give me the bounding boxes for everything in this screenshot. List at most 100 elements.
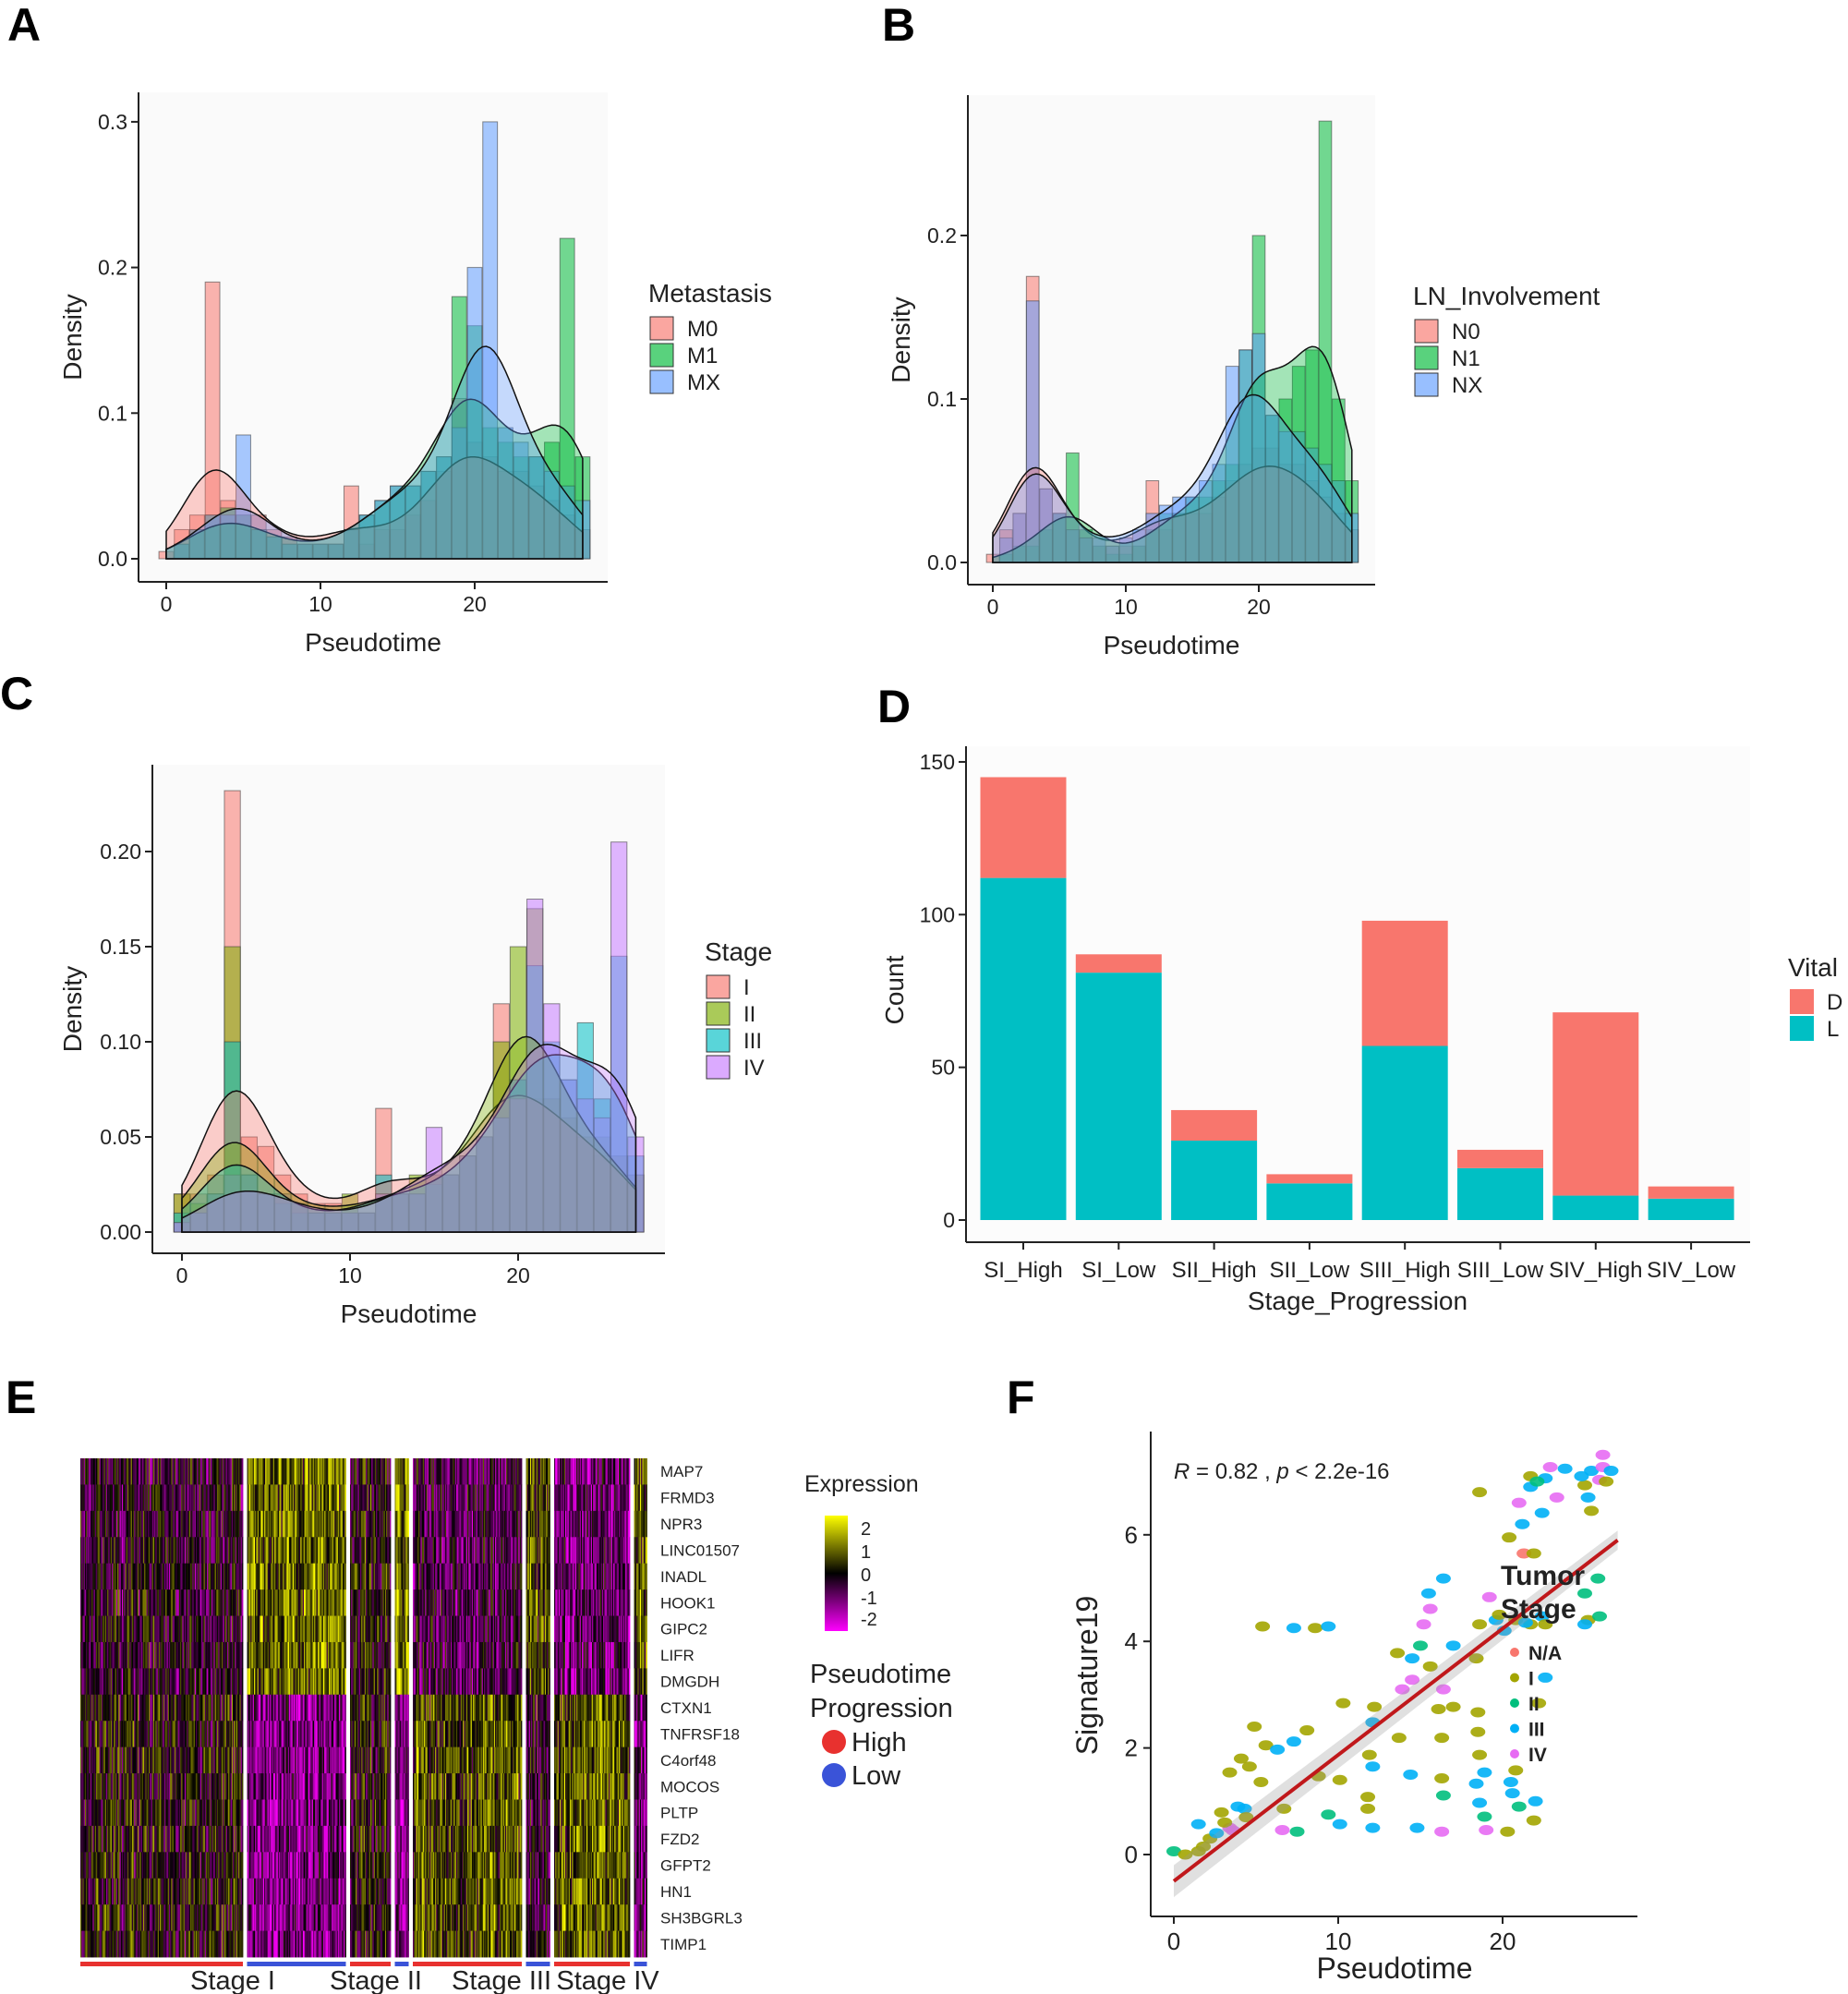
y-axis-label: Density — [58, 966, 87, 1052]
heatmap-cell — [344, 1852, 346, 1879]
panel-c-stage-density: 0 10 200.000.050.100.150.20PseudotimeDensi… — [58, 765, 772, 1328]
heatmap-cell — [241, 1773, 244, 1800]
bar-SII_Low-D — [1266, 1174, 1353, 1184]
heatmap-cell — [241, 1563, 244, 1590]
x-axis-label: Stage_Progression — [1248, 1287, 1468, 1315]
bar-SIV_Low-D — [1648, 1186, 1734, 1199]
y-tick-label: 150 — [920, 750, 955, 774]
y-tick-label: 100 — [920, 902, 955, 926]
bar-SIII_Low-L — [1457, 1167, 1543, 1220]
legend-label: MX — [687, 370, 720, 395]
y-tick-label: 0.10 — [100, 1030, 141, 1054]
x-tick-label: 20 — [506, 1263, 530, 1287]
heatmap-cell — [344, 1458, 346, 1485]
y-axis-label: Density — [58, 294, 87, 380]
legend-title: Stage — [705, 937, 772, 966]
heatmap-cell — [241, 1825, 244, 1853]
heatmap-cell — [241, 1694, 244, 1722]
bar-SII_High-D — [1171, 1109, 1258, 1142]
heatmap-cell — [241, 1510, 244, 1538]
panel-a-metastasis-density: 0 10 200.00.10.20.3PseudotimeDensityMetast… — [58, 92, 772, 657]
bar-SII_Low-L — [1266, 1183, 1353, 1220]
x-tick-label: SIV_Low — [1647, 1258, 1736, 1283]
panel-letter: D — [877, 681, 911, 732]
heatmap-cell — [344, 1668, 346, 1696]
x-axis-label: Pseudotime — [341, 1299, 477, 1328]
y-tick-label: 0.1 — [98, 401, 127, 425]
x-axis-label: Pseudotime — [1104, 631, 1240, 659]
heatmap-cell — [344, 1746, 346, 1774]
bar-SI_High-D — [980, 777, 1067, 878]
bar-SIII_High-L — [1361, 1045, 1448, 1220]
legend-swatch-D — [1790, 989, 1814, 1014]
x-tick-label: 20 — [1247, 595, 1271, 619]
heatmap-cell — [344, 1694, 346, 1722]
density-curve-MX — [165, 345, 584, 560]
bar-SIV_Low-L — [1648, 1198, 1734, 1220]
heatmap-cell — [241, 1537, 244, 1565]
y-tick-label: 0.1 — [927, 387, 957, 411]
legend-label: I — [743, 975, 750, 1000]
legend-swatch-NX — [1414, 372, 1439, 397]
y-tick-label: 0.0 — [927, 550, 957, 574]
x-tick-label: SIV_High — [1549, 1258, 1642, 1283]
bar-SIII_High-D — [1361, 920, 1448, 1046]
heatmap-cell — [344, 1641, 346, 1669]
heatmap-cell — [344, 1825, 346, 1853]
legend-swatch-N1 — [1414, 345, 1439, 370]
panel-letters: A BC DE F — [0, 0, 1035, 1423]
legend-label: N0 — [1452, 320, 1480, 344]
heatmap-cell — [344, 1904, 346, 1931]
density-curve-NX — [992, 393, 1353, 563]
y-tick-label: 0.2 — [927, 224, 957, 248]
y-tick-label: 0.20 — [100, 840, 141, 864]
bar-SIV_High-L — [1552, 1195, 1639, 1220]
legend-label: M1 — [687, 344, 718, 369]
heatmap-cell — [241, 1615, 244, 1643]
legend-label: M0 — [687, 317, 718, 342]
legend-swatch-L — [1790, 1016, 1814, 1041]
y-axis-label: Count — [880, 955, 909, 1024]
heatmap-cell — [241, 1641, 244, 1669]
y-axis-label: Density — [887, 296, 915, 382]
y-tick-label: 0.15 — [100, 935, 141, 959]
panel-letter: A — [7, 0, 41, 51]
legend-label: III — [743, 1029, 762, 1054]
heatmap-cell — [241, 1668, 244, 1696]
bar-SIII_Low-D — [1457, 1149, 1543, 1168]
x-tick-label: 20 — [463, 592, 487, 616]
x-tick-label: SIII_Low — [1457, 1258, 1544, 1283]
legend-swatch-MX — [649, 369, 674, 394]
legend-swatch-I — [706, 974, 731, 999]
legend-swatch-IV — [706, 1055, 731, 1080]
x-tick-label: 0 — [161, 592, 173, 616]
legend-title: Metastasis — [648, 279, 772, 308]
panel-letter: E — [6, 1372, 36, 1423]
bar-SI_Low-L — [1075, 973, 1162, 1220]
legend-swatch-III — [706, 1028, 731, 1053]
heatmap-cell — [241, 1458, 244, 1485]
heatmap-cell — [344, 1510, 346, 1538]
panel-e-heatmap: MAP7FRMD3NPR3LINC01507INADLHOOK1GIPC2LIF… — [80, 1458, 953, 1994]
legend-title: LN_Involvement — [1413, 282, 1600, 310]
x-tick-label: 10 — [338, 1263, 362, 1287]
density-curve-N0 — [992, 465, 1353, 563]
legend-swatch-II — [706, 1001, 731, 1026]
legend-title: Vital — [1788, 953, 1838, 982]
panel-d-stage-progression-bar: SI_High SI_Low SII_High SII_Low SIII_High SII… — [880, 746, 1842, 1315]
x-tick-label: SI_High — [984, 1258, 1062, 1283]
x-axis-label: Pseudotime — [305, 628, 441, 657]
legend-label: L — [1827, 1017, 1839, 1042]
y-tick-label: 0.05 — [100, 1125, 141, 1149]
legend-label: IV — [743, 1056, 765, 1081]
heatmap-cell — [241, 1746, 244, 1774]
y-tick-label: 0.0 — [98, 547, 127, 571]
panel-b-ln-involvement-density: 0 10 200.00.10.2PseudotimeDensityLN_Involv… — [887, 95, 1600, 659]
panel-letter: C — [0, 668, 33, 719]
heatmap-cell — [344, 1589, 346, 1616]
heatmap-cell — [241, 1721, 244, 1748]
heatmap-cell — [344, 1484, 346, 1512]
legend-label: II — [743, 1002, 755, 1027]
heatmap-cell — [344, 1799, 346, 1827]
